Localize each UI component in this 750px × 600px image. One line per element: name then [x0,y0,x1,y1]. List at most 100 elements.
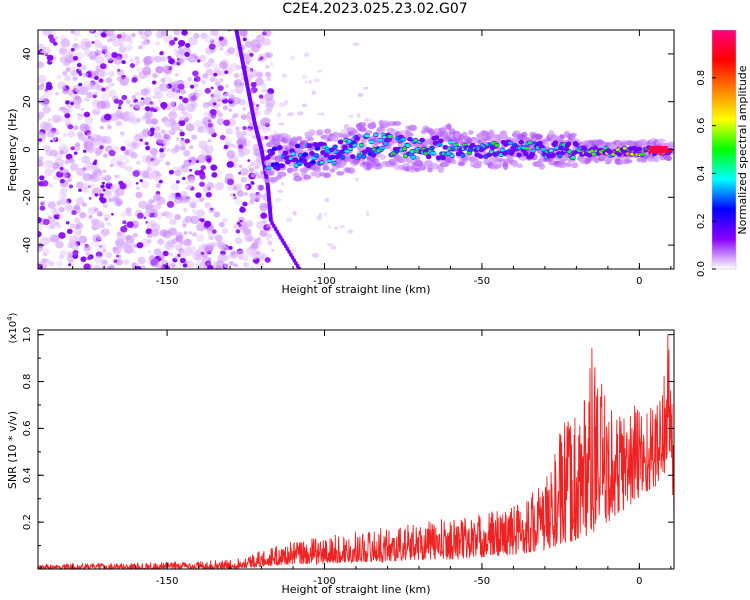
noise-blob [273,130,277,136]
noise-blob [101,181,105,185]
noise-blob [135,182,139,185]
noise-blob [86,91,93,98]
noise-blob [133,101,142,109]
band-halo [430,162,439,170]
noise-blob [257,110,261,116]
noise-blob [116,161,123,167]
noise-blob [125,207,132,214]
noise-blob [200,218,205,223]
noise-blob [364,118,369,123]
noise-blob [263,38,272,47]
y-tick-label: 20 [22,95,33,108]
noise-blob [203,62,210,69]
noise-blob [120,146,126,152]
noise-blob [71,243,79,251]
noise-blob [118,46,127,53]
noise-blob [166,148,171,152]
heatmap-layer [38,30,674,269]
noise-blob [156,196,166,205]
noise-blob [178,95,183,100]
noise-blob [59,46,67,54]
noise-blob [73,217,81,224]
band-halo [358,122,367,127]
noise-blob [38,244,43,252]
noise-blob [254,106,260,111]
noise-blob [187,77,193,82]
band-halo [329,168,336,173]
noise-blob [98,212,103,216]
noise-blob [163,64,170,71]
noise-blob [117,69,125,77]
noise-blob [262,207,268,212]
band-core [265,155,271,160]
noise-blob [253,197,261,201]
noise-blob [176,137,180,141]
noise-blob [68,263,72,267]
noise-blob [160,129,166,135]
noise-blob [48,184,53,188]
noise-blob [296,111,304,116]
noise-blob [64,159,70,165]
noise-blob [169,39,176,46]
noise-blob [83,111,91,118]
band-core [364,134,370,138]
noise-blob [250,181,255,185]
noise-blob [100,63,107,70]
noise-blob [47,215,52,219]
noise-blob [170,183,180,191]
noise-blob [292,210,297,216]
noise-blob [105,251,113,259]
noise-blob [162,230,172,239]
band-halo [316,129,324,136]
noise-blob [211,172,218,178]
noise-blob [62,193,67,198]
noise-blob [78,86,89,96]
noise-blob [244,176,250,182]
noise-blob [206,158,212,163]
noise-blob [38,138,43,142]
band-halo [337,132,344,138]
noise-blob [118,103,122,107]
noise-blob [91,187,102,197]
noise-blob [151,223,161,232]
noise-blob [70,48,75,52]
noise-blob [131,77,138,83]
band-core [435,155,442,161]
noise-blob [160,77,166,83]
noise-blob [116,232,126,242]
band-core [449,154,454,158]
noise-blob [246,253,251,257]
noise-blob [219,39,228,47]
noise-blob [179,131,185,137]
noise-blob [88,215,93,220]
band-halo [606,157,613,164]
noise-blob [143,216,147,219]
noise-blob [267,240,273,246]
noise-blob [223,137,232,145]
noise-blob [70,146,75,151]
noise-blob [115,258,124,266]
noise-blob [188,159,192,163]
noise-blob [226,150,236,159]
noise-blob [181,110,188,116]
noise-blob [75,224,81,230]
band-halo [543,141,550,148]
band-halo [324,128,332,135]
noise-blob [248,167,255,173]
noise-blob [52,114,61,123]
noise-blob [38,216,42,224]
noise-blob [235,229,241,234]
band-core [309,150,315,156]
noise-blob [197,154,207,164]
noise-blob [72,76,78,82]
noise-blob [238,151,245,157]
noise-blob [175,263,182,269]
band-halo [571,162,579,169]
band-core [310,160,316,164]
noise-blob [199,181,205,187]
noise-blob [223,144,229,150]
noise-blob [57,81,67,90]
noise-blob [202,101,210,109]
noise-blob [168,78,174,83]
noise-blob [41,46,51,56]
